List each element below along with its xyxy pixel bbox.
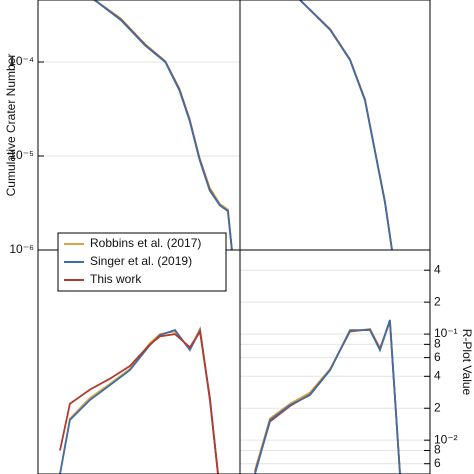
y-axis-label: R-Plot Value — [460, 329, 474, 396]
series-line — [94, 0, 233, 250]
series-line — [59, 325, 219, 474]
y-tick-label: 10⁻⁴ — [9, 54, 34, 68]
y-tick-label: 6 — [434, 456, 441, 470]
series-line — [299, 0, 393, 250]
series-line — [59, 329, 219, 474]
legend-label: Robbins et al. (2017) — [90, 236, 201, 250]
plot-area — [59, 325, 219, 474]
y-tick-label: 8 — [434, 443, 441, 457]
y-tick-label: 10⁻⁵ — [9, 148, 34, 162]
series-line — [299, 0, 393, 250]
series-line — [254, 319, 401, 474]
y-tick-label: 2 — [434, 400, 441, 414]
y-tick-label: 8 — [434, 337, 441, 351]
legend-label: Singer et al. (2019) — [90, 254, 192, 268]
series-line — [94, 0, 233, 250]
series-line — [299, 0, 393, 250]
y-tick-label: 6 — [434, 350, 441, 364]
y-tick-label: 10⁻¹ — [434, 326, 458, 340]
plot-area — [299, 0, 393, 250]
y-tick-label: 4 — [434, 368, 441, 382]
plot-area — [94, 0, 233, 250]
plot-area — [254, 319, 401, 474]
y-tick-label: 10⁻⁶ — [9, 242, 34, 256]
y-tick-label: 2 — [434, 294, 441, 308]
y-tick-label: 4 — [434, 262, 441, 276]
series-line — [94, 0, 233, 250]
legend-label: This work — [90, 272, 142, 286]
y-tick-label: 10⁻² — [434, 432, 458, 446]
axes-frame — [239, 249, 431, 474]
series-line — [59, 327, 219, 474]
legend-box — [57, 232, 227, 292]
y-axis-label: Cumulative Crater Number — [4, 54, 18, 197]
